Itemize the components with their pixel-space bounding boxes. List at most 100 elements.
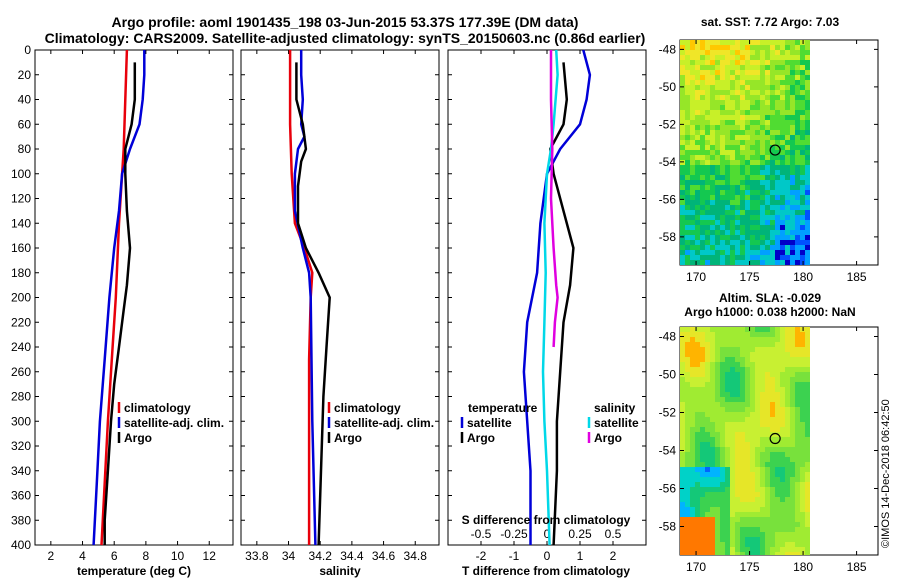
field-cell [770, 452, 775, 457]
field-cell [690, 180, 695, 185]
field-cell [690, 200, 695, 205]
field-cell [725, 240, 730, 245]
field-cell [740, 452, 745, 457]
field-cell [680, 412, 685, 417]
field-cell [735, 477, 740, 482]
field-cell [740, 85, 745, 90]
field-cell [740, 250, 745, 255]
field-cell [790, 125, 795, 130]
field-cell [730, 357, 735, 362]
field-cell [805, 352, 810, 357]
field-cell [695, 457, 700, 462]
field-cell [755, 327, 760, 332]
field-cell [805, 382, 810, 387]
field-cell [775, 80, 780, 85]
field-cell [755, 175, 760, 180]
field-cell [785, 185, 790, 190]
field-cell [745, 532, 750, 537]
field-cell [735, 190, 740, 195]
field-cell [685, 165, 690, 170]
field-cell [685, 442, 690, 447]
field-cell [745, 105, 750, 110]
field-cell [700, 150, 705, 155]
field-cell [715, 90, 720, 95]
field-cell [805, 140, 810, 145]
field-cell [795, 210, 800, 215]
field-cell [680, 392, 685, 397]
difference-panel: -2 -1 0 1 2-0.5 -0.25 0 0.25 0.5 S difference fr… [447, 49, 647, 578]
field-cell [710, 260, 715, 265]
field-cell [730, 482, 735, 487]
field-cell [770, 225, 775, 230]
field-cell [750, 45, 755, 50]
field-cell [695, 347, 700, 352]
field-cell [705, 260, 710, 265]
field-cell [685, 372, 690, 377]
field-cell [720, 377, 725, 382]
field-cell [725, 260, 730, 265]
field-cell [760, 392, 765, 397]
field-cell [730, 417, 735, 422]
field-cell [755, 245, 760, 250]
field-cell [715, 357, 720, 362]
field-cell [790, 120, 795, 125]
field-cell [730, 115, 735, 120]
field-cell [700, 165, 705, 170]
field-cell [685, 337, 690, 342]
field-cell [720, 185, 725, 190]
field-cell [785, 50, 790, 55]
field-cell [800, 170, 805, 175]
field-cell [680, 130, 685, 135]
field-cell [735, 180, 740, 185]
field-cell [800, 462, 805, 467]
field-cell [685, 130, 690, 135]
field-cell [715, 95, 720, 100]
field-cell [700, 402, 705, 407]
field-cell [800, 55, 805, 60]
field-cell [685, 210, 690, 215]
field-cell [690, 215, 695, 220]
field-cell [795, 542, 800, 547]
field-cell [735, 547, 740, 552]
field-cell [805, 522, 810, 527]
field-cell [770, 537, 775, 542]
field-cell [705, 447, 710, 452]
field-cell [695, 50, 700, 55]
x-tick-label: 12 [203, 549, 217, 563]
field-cell [775, 462, 780, 467]
field-cell [755, 332, 760, 337]
field-cell [785, 477, 790, 482]
field-cell [720, 492, 725, 497]
field-cell [765, 412, 770, 417]
field-cell [800, 85, 805, 90]
field-cell [745, 185, 750, 190]
field-cell [740, 115, 745, 120]
field-cell [785, 220, 790, 225]
field-cell [740, 502, 745, 507]
field-cell [690, 367, 695, 372]
field-cell [730, 85, 735, 90]
field-cell [770, 402, 775, 407]
field-cell [735, 245, 740, 250]
field-cell [750, 255, 755, 260]
field-cell [765, 150, 770, 155]
field-cell [800, 95, 805, 100]
series-line-salinity-satellite [541, 49, 559, 546]
field-cell [740, 235, 745, 240]
field-cell [695, 240, 700, 245]
field-cell [735, 482, 740, 487]
field-cell [795, 522, 800, 527]
field-cell [790, 235, 795, 240]
field-cell [725, 150, 730, 155]
field-cell [785, 130, 790, 135]
y-tick-label: 20 [18, 68, 32, 82]
field-cell [750, 497, 755, 502]
field-cell [750, 50, 755, 55]
field-cell [805, 95, 810, 100]
field-cell [765, 402, 770, 407]
field-cell [750, 422, 755, 427]
legend-label-argo: Argo [334, 431, 362, 445]
field-cell [705, 110, 710, 115]
field-cell [765, 362, 770, 367]
field-cell [805, 492, 810, 497]
